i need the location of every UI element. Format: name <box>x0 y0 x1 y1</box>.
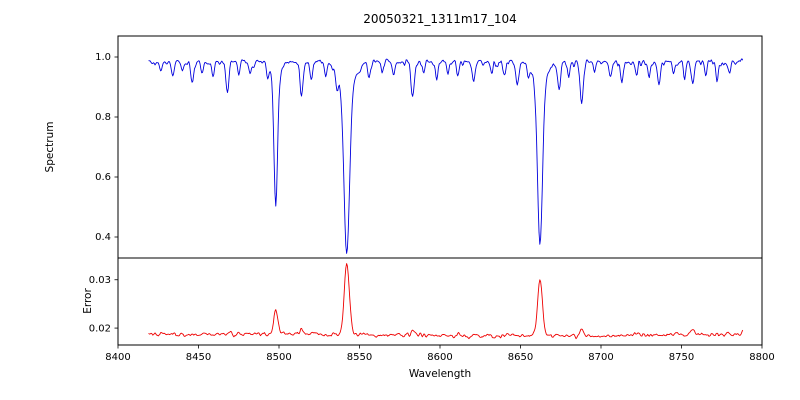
x-tick-label: 8400 <box>105 352 130 363</box>
spectrum-y-tick-label: 1.0 <box>95 52 111 63</box>
error-y-tick-label: 0.02 <box>89 323 111 334</box>
error-line <box>148 263 744 340</box>
error-y-tick-label: 0.03 <box>89 275 111 286</box>
x-tick-label: 8750 <box>669 352 694 363</box>
spectrum-y-tick-label: 0.4 <box>95 232 111 243</box>
spectrum-y-tick-label: 0.8 <box>95 112 111 123</box>
spectrum-line <box>148 58 744 254</box>
chart-title: 20050321_1311m17_104 <box>363 12 517 26</box>
x-tick-label: 8500 <box>266 352 291 363</box>
x-axis-label: Wavelength <box>408 368 472 380</box>
x-tick-label: 8600 <box>427 352 452 363</box>
x-tick-label: 8700 <box>588 352 613 363</box>
x-tick-label: 8800 <box>749 352 774 363</box>
spectrum-y-tick-label: 0.6 <box>95 172 111 183</box>
spectrum-axis-label: Spectrum <box>44 121 56 173</box>
error-panel <box>117 257 763 346</box>
x-tick-label: 8450 <box>186 352 211 363</box>
error-axis-label: Error <box>82 288 94 314</box>
x-tick-label: 8650 <box>508 352 533 363</box>
x-tick-label: 8550 <box>347 352 372 363</box>
